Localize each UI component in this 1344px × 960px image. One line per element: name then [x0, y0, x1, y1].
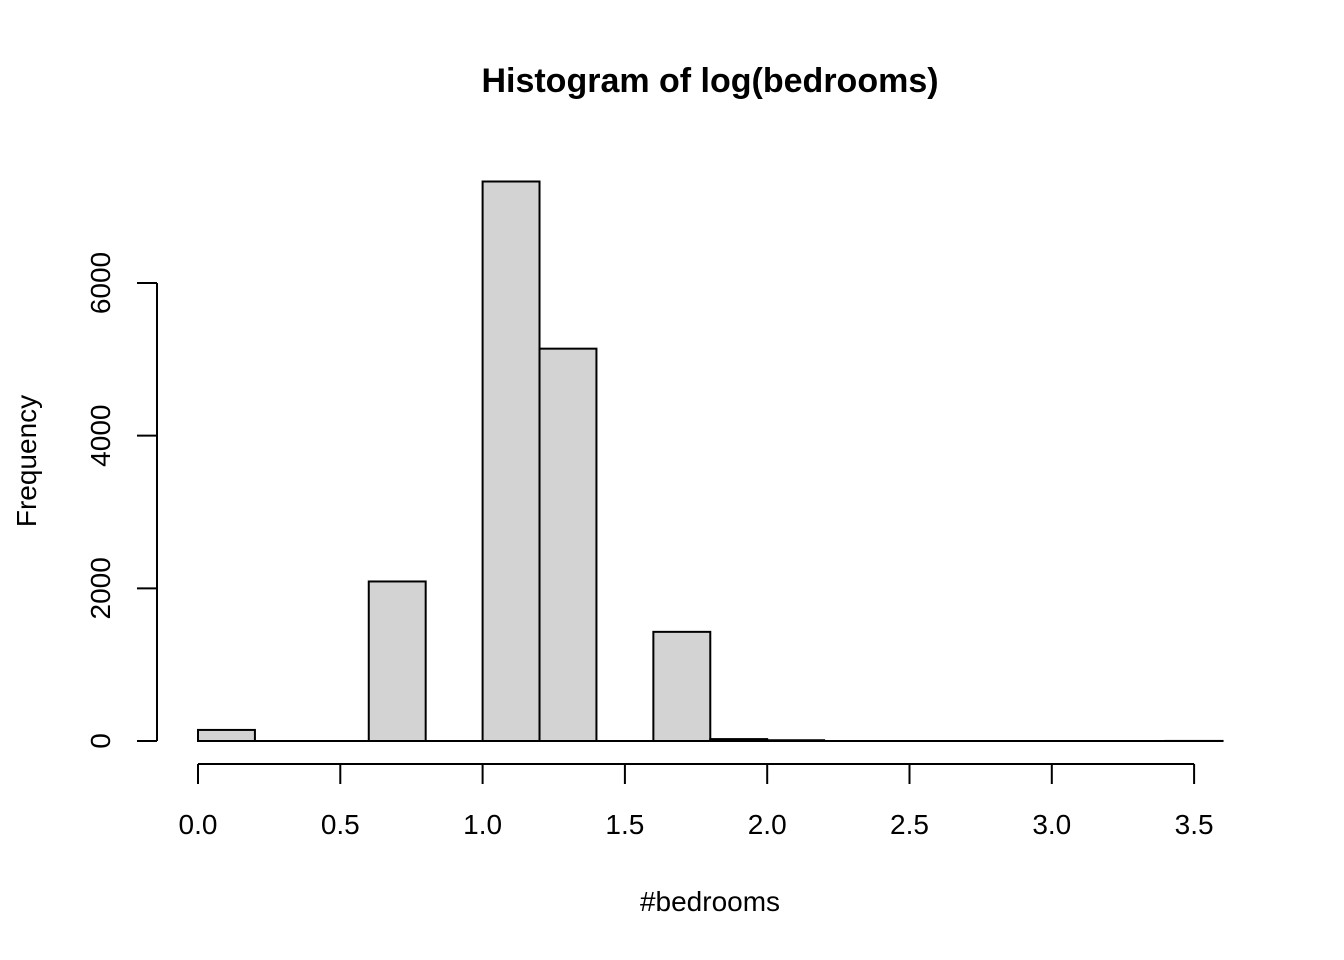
histogram-bar	[538, 347, 598, 742]
x-tick-label: 2.5	[890, 809, 929, 840]
y-tick-label: 6000	[85, 252, 116, 314]
x-tick-label: 0.0	[179, 809, 218, 840]
y-tick-label: 0	[85, 733, 116, 749]
histogram-bar	[652, 630, 712, 742]
x-tick-label: 3.0	[1032, 809, 1071, 840]
y-axis: 0 2000 4000 6000	[85, 252, 158, 749]
chart-title: Histogram of log(bedrooms)	[481, 62, 938, 100]
x-tick-label: 3.5	[1175, 809, 1214, 840]
x-tick-label: 1.5	[605, 809, 644, 840]
x-axis-label: #bedrooms	[640, 886, 780, 917]
y-tick-label: 2000	[85, 557, 116, 619]
x-tick-label: 0.5	[321, 809, 360, 840]
histogram-bar	[481, 180, 541, 742]
histogram-bar	[197, 728, 256, 742]
bars-group	[197, 180, 1224, 742]
x-tick-label: 1.0	[463, 809, 502, 840]
histogram-bar	[367, 580, 427, 742]
x-axis: 0.0 0.5 1.0 1.5 2.0 2.5 3.0 3.5	[179, 763, 1214, 840]
y-axis-label: Frequency	[11, 395, 42, 527]
x-tick-label: 2.0	[748, 809, 787, 840]
y-tick-label: 4000	[85, 405, 116, 467]
